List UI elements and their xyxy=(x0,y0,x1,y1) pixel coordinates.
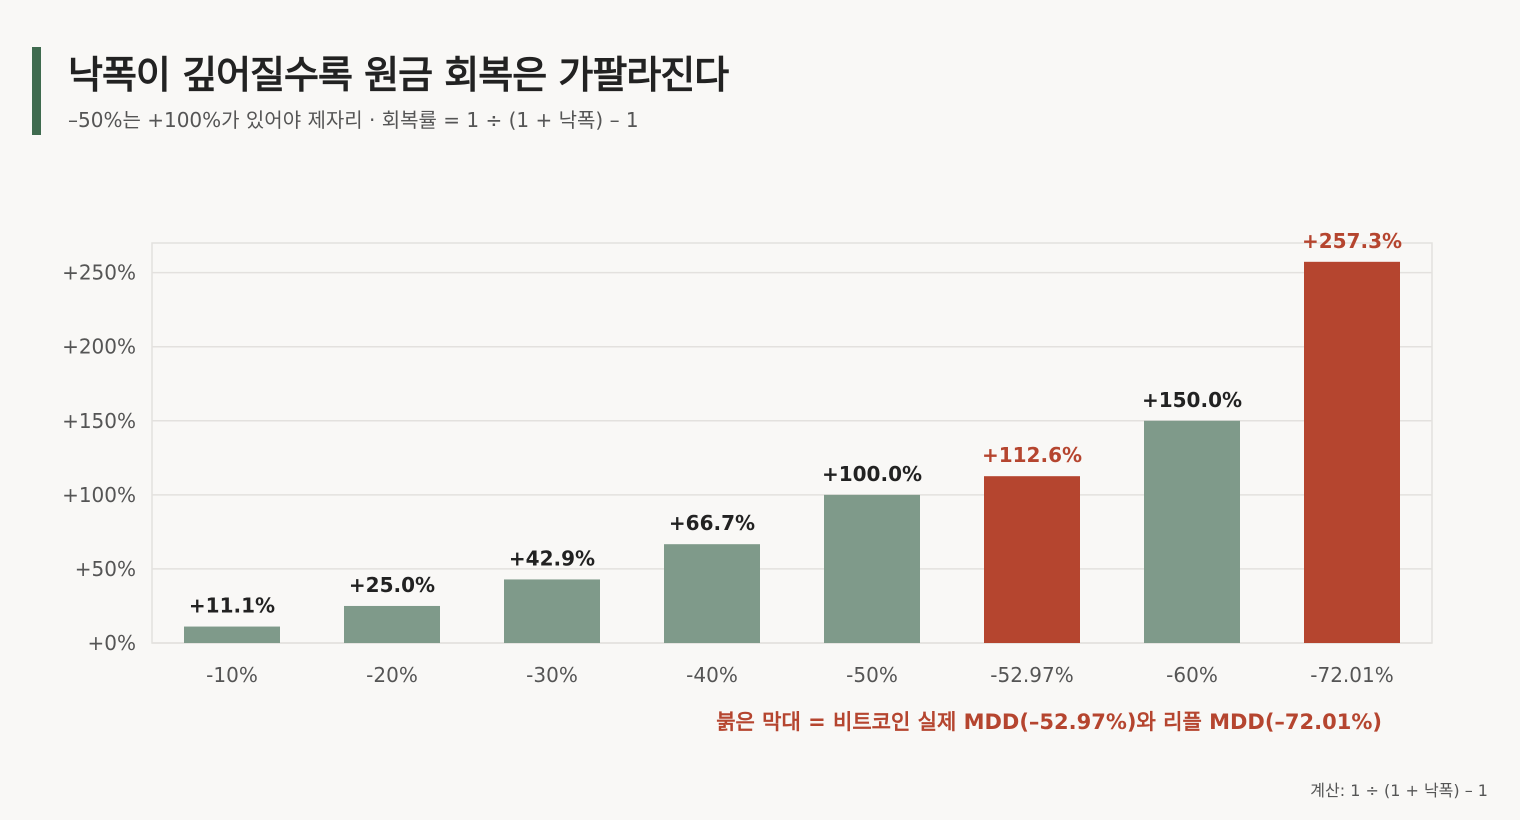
x-tick-label: -10% xyxy=(206,663,258,687)
bar-value-label: +11.1% xyxy=(189,594,275,618)
x-tick-label: -30% xyxy=(526,663,578,687)
y-tick-label: +150% xyxy=(62,409,136,433)
bar-value-label: +66.7% xyxy=(669,511,755,535)
x-tick-label: -60% xyxy=(1166,663,1218,687)
bar-value-label: +112.6% xyxy=(982,443,1082,467)
y-tick-label: +100% xyxy=(62,483,136,507)
x-tick-label: -50% xyxy=(846,663,898,687)
x-tick-label: -20% xyxy=(366,663,418,687)
bar xyxy=(1144,420,1240,643)
calculation-footnote: 계산: 1 ÷ (1 + 낙폭) – 1 xyxy=(1310,781,1488,800)
y-tick-label: +250% xyxy=(62,261,136,285)
bar xyxy=(1304,261,1400,643)
bar-value-label: +150.0% xyxy=(1142,388,1242,412)
bar xyxy=(184,626,280,643)
x-tick-label: -72.01% xyxy=(1310,663,1393,687)
chart-title: 낙폭이 깊어질수록 원금 회복은 가팔라진다 xyxy=(68,53,729,97)
bar xyxy=(344,605,440,643)
bar-value-label: +100.0% xyxy=(822,462,922,486)
y-tick-label: +200% xyxy=(62,335,136,359)
title-accent-bar xyxy=(32,47,41,135)
bar xyxy=(504,579,600,643)
y-tick-label: +0% xyxy=(88,631,137,655)
bar xyxy=(984,476,1080,643)
bar-value-label: +25.0% xyxy=(349,573,435,597)
x-tick-label: -40% xyxy=(686,663,738,687)
x-tick-label: -52.97% xyxy=(990,663,1073,687)
bar xyxy=(664,544,760,643)
y-tick-label: +50% xyxy=(75,557,136,581)
chart-subtitle: –50%는 +100%가 있어야 제자리 · 회복률 = 1 ÷ (1 + 낙폭… xyxy=(68,108,639,132)
bar-value-label: +257.3% xyxy=(1302,229,1402,253)
highlight-annotation: 붉은 막대 = 비트코인 실제 MDD(–52.97%)와 리플 MDD(–72… xyxy=(716,710,1382,734)
bar-value-label: +42.9% xyxy=(509,546,595,570)
bar xyxy=(824,494,920,643)
